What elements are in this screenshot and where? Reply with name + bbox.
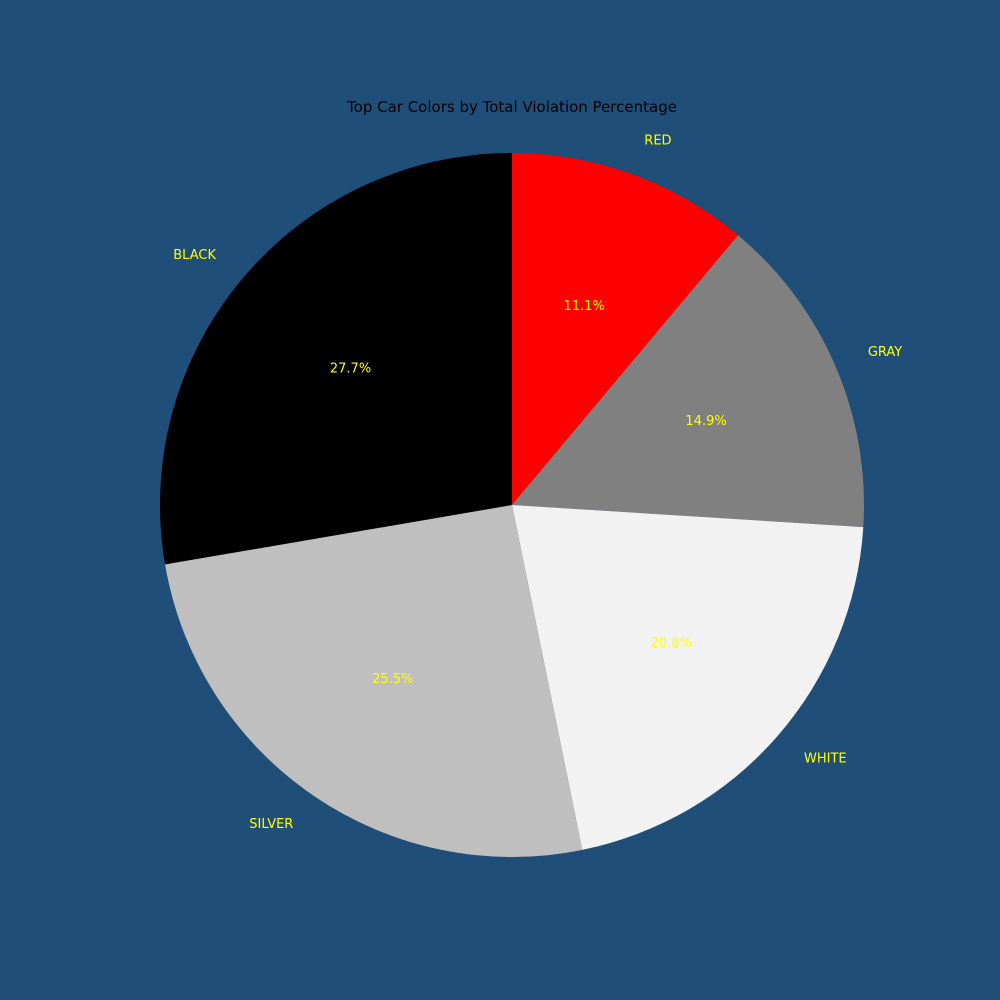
slice-label-gray: GRAY: [868, 345, 902, 360]
slice-label-black: BLACK: [173, 248, 216, 263]
pie-slice-black: [160, 153, 512, 565]
slice-percent-black: 27.7%: [330, 361, 371, 376]
slice-label-silver: SILVER: [249, 817, 293, 832]
slice-label-white: WHITE: [804, 752, 847, 767]
slice-percent-gray: 14.9%: [685, 414, 726, 429]
pie-slice-gray: [512, 235, 864, 528]
pie-slice-red: [512, 153, 739, 505]
pie-slices: [160, 153, 864, 857]
slice-label-red: RED: [644, 134, 671, 149]
pie-slice-white: [512, 505, 864, 850]
pie-labels: RED 11.1% GRAY 14.9% WHITE 20.8% SILVER 25.5% BL…: [173, 134, 902, 832]
slice-percent-white: 20.8%: [651, 636, 692, 651]
pie-slice-silver: [165, 505, 583, 857]
slice-percent-red: 11.1%: [564, 299, 605, 314]
chart-title: Top Car Colors by Total Violation Percen…: [346, 98, 677, 116]
slice-percent-silver: 25.5%: [372, 672, 413, 687]
